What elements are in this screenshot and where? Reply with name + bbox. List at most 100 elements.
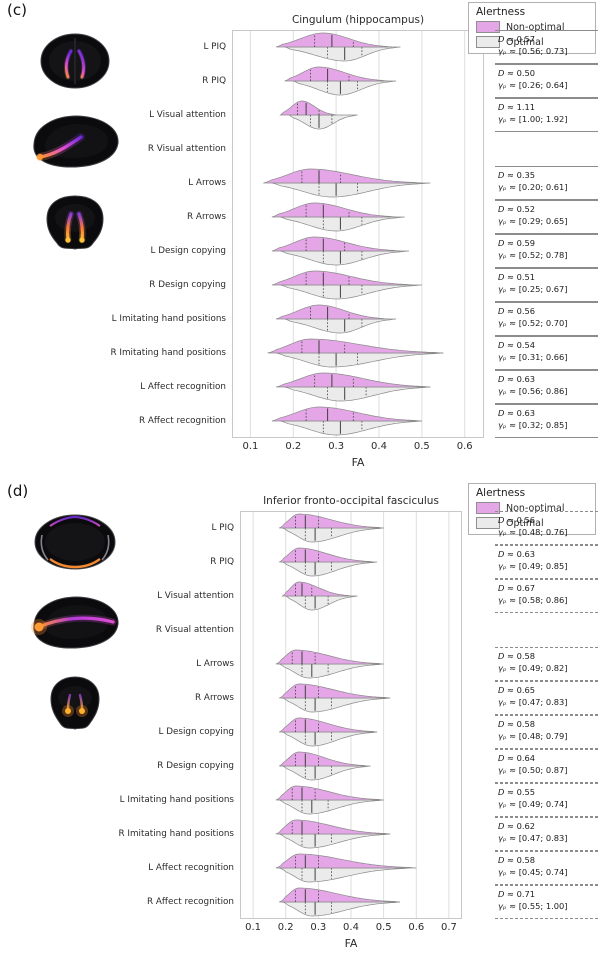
stat-d-value: D ≈ 0.64 <box>498 753 536 763</box>
x-tick-label: 0.2 <box>277 922 294 933</box>
stat-gamma-value: γₚ ≈ [0.47; 0.83] <box>498 697 568 708</box>
stat-gamma-value: γₚ ≈ [0.32; 0.85] <box>498 420 568 431</box>
stat-gamma-value: γₚ ≈ [0.20; 0.61] <box>498 182 568 193</box>
stat-d-value: D ≈ 0.63 <box>498 408 536 418</box>
optimal-swatch-icon <box>476 517 500 529</box>
stat-d-value: D ≈ 0.58 <box>498 719 536 729</box>
legend-item-optimal: Optimal <box>476 517 588 529</box>
stat-d-value: D ≈ 1.11 <box>498 102 536 112</box>
x-tick-label: 0.4 <box>343 922 359 933</box>
x-tick-labels: 0.1 0.2 0.3 0.4 0.5 0.6 <box>232 441 484 453</box>
x-tick-label: 0.7 <box>440 922 457 933</box>
brain-coronal-image <box>50 676 100 730</box>
category-label: L Arrows <box>188 178 226 188</box>
legend-item-nonoptimal: Non-optimal <box>476 502 588 514</box>
x-axis-label: FA <box>344 937 358 950</box>
violin-plot <box>232 30 484 438</box>
category-label: L Arrows <box>196 659 234 669</box>
legend-item-label: Non-optimal <box>506 502 565 514</box>
category-label: R Affect recognition <box>139 416 226 426</box>
category-labels: L PIQ R PIQ L Visual attention R Visual att… <box>96 30 226 438</box>
category-label: R Arrows <box>187 212 226 222</box>
alertness-legend: Alertness Non-optimal Optimal <box>468 2 596 54</box>
stats-column: D ≈ 0.56 γₚ ≈ [0.48; 0.76] D ≈ 0.63 γₚ ≈ [0… <box>495 511 598 919</box>
stat-gamma-value: γₚ ≈ [0.52; 0.70] <box>498 318 568 329</box>
nonoptimal-swatch-icon <box>476 502 500 514</box>
stats-entry: D ≈ 0.50 γₚ ≈ [0.26; 0.64] <box>495 64 598 98</box>
stats-entry: D ≈ 1.11 γₚ ≈ [1.00; 1.92] <box>495 98 598 132</box>
category-label: L Visual attention <box>157 591 234 601</box>
stat-d-value: D ≈ 0.55 <box>498 787 536 797</box>
alertness-legend: Alertness Non-optimal Optimal <box>468 483 596 535</box>
stats-entry: D ≈ 0.65 γₚ ≈ [0.47; 0.83] <box>495 681 598 715</box>
stat-d-value: D ≈ 0.65 <box>498 685 536 695</box>
stat-gamma-value: γₚ ≈ [0.50; 0.87] <box>498 765 568 776</box>
stat-d-value: D ≈ 0.56 <box>498 515 536 525</box>
x-tick-label: 0.3 <box>310 922 327 933</box>
stats-entry: D ≈ 0.54 γₚ ≈ [0.31; 0.66] <box>495 336 598 370</box>
stat-d-value: D ≈ 0.62 <box>498 821 536 831</box>
x-tick-labels: 0.1 0.2 0.3 0.4 0.5 0.6 0.7 <box>240 922 462 934</box>
stat-d-value: D ≈ 0.52 <box>498 204 536 214</box>
x-axis-label: FA <box>351 456 365 469</box>
stat-gamma-value: γₚ ≈ [0.49; 0.74] <box>498 799 568 810</box>
panel-label: (c) <box>7 1 27 19</box>
stat-gamma-value: γₚ ≈ [1.00; 1.92] <box>498 114 568 125</box>
x-tick-label: 0.2 <box>285 441 302 452</box>
stat-d-value: D ≈ 0.56 <box>498 306 536 316</box>
x-tick-label: 0.3 <box>328 441 345 452</box>
stat-gamma-value: γₚ ≈ [0.25; 0.67] <box>498 284 568 295</box>
stats-column: D ≈ 0.57 γₚ ≈ [0.56; 0.73] D ≈ 0.50 γₚ ≈ [0… <box>495 30 598 438</box>
brain-axial-image <box>34 514 116 570</box>
legend-item-label: Optimal <box>506 36 544 48</box>
legend-item-label: Non-optimal <box>506 21 565 33</box>
x-tick-label: 0.4 <box>371 441 387 452</box>
stats-entry: D ≈ 0.58 γₚ ≈ [0.48; 0.79] <box>495 715 598 749</box>
plot-title: Inferior fronto-occipital fasciculus <box>263 495 439 507</box>
brain-image-column <box>22 32 128 258</box>
stats-entry: D ≈ 0.52 γₚ ≈ [0.29; 0.65] <box>495 200 598 234</box>
stat-gamma-value: γₚ ≈ [0.48; 0.79] <box>498 731 568 742</box>
stats-entry: D ≈ 0.71 γₚ ≈ [0.55; 1.00] <box>495 885 598 919</box>
stats-entry: D ≈ 0.56 γₚ ≈ [0.52; 0.70] <box>495 302 598 336</box>
stat-d-value: D ≈ 0.51 <box>498 272 536 282</box>
stat-d-value: D ≈ 0.59 <box>498 238 536 248</box>
panel-label: (d) <box>7 482 29 500</box>
category-label: L PIQ <box>203 42 226 52</box>
x-tick-label: 0.1 <box>242 441 259 452</box>
stat-d-value: D ≈ 0.54 <box>498 340 536 350</box>
stat-d-value: D ≈ 0.71 <box>498 889 536 899</box>
panel-d: (d) <box>0 481 600 961</box>
stats-entry: D ≈ 0.56 γₚ ≈ [0.48; 0.76] <box>495 511 598 545</box>
stat-d-value: D ≈ 0.58 <box>498 651 536 661</box>
brain-sagittal-image <box>31 596 119 649</box>
plot-title: Cingulum (hippocampus) <box>291 14 425 26</box>
category-label: L Affect recognition <box>140 382 226 392</box>
stats-entry: D ≈ 0.63 γₚ ≈ [0.56; 0.86] <box>495 370 598 404</box>
category-label: L Imitating hand positions <box>119 795 234 805</box>
brain-coronal-image <box>46 195 104 250</box>
stats-entry: D ≈ 0.51 γₚ ≈ [0.25; 0.67] <box>495 268 598 302</box>
x-tick-label: 0.6 <box>408 922 425 933</box>
legend-title: Alertness <box>476 487 526 499</box>
legend-item-label: Optimal <box>506 517 544 529</box>
legend-item-optimal: Optimal <box>476 36 588 48</box>
category-label: L Affect recognition <box>148 863 234 873</box>
stat-gamma-value: γₚ ≈ [0.48; 0.76] <box>498 527 568 538</box>
stat-gamma-value: γₚ ≈ [0.45; 0.74] <box>498 867 568 878</box>
category-label: R Imitating hand positions <box>110 348 226 358</box>
stat-gamma-value: γₚ ≈ [0.31; 0.66] <box>498 352 568 363</box>
stat-d-value: D ≈ 0.35 <box>498 170 536 180</box>
brain-axial-image <box>40 33 110 89</box>
stat-d-value: D ≈ 0.63 <box>498 374 536 384</box>
stats-entry: D ≈ 0.67 γₚ ≈ [0.58; 0.86] <box>495 579 598 613</box>
stats-entry: D ≈ 0.58 γₚ ≈ [0.45; 0.74] <box>495 851 598 885</box>
stat-gamma-value: γₚ ≈ [0.49; 0.82] <box>498 663 568 674</box>
brain-sagittal-image <box>33 115 119 168</box>
panel-c: (c) <box>0 0 600 478</box>
stat-gamma-value: γₚ ≈ [0.49; 0.85] <box>498 561 568 572</box>
stats-empty-slot <box>495 613 598 647</box>
category-label: R Visual attention <box>155 625 234 635</box>
category-labels: L PIQ R PIQ L Visual attention R Visual att… <box>104 511 234 919</box>
